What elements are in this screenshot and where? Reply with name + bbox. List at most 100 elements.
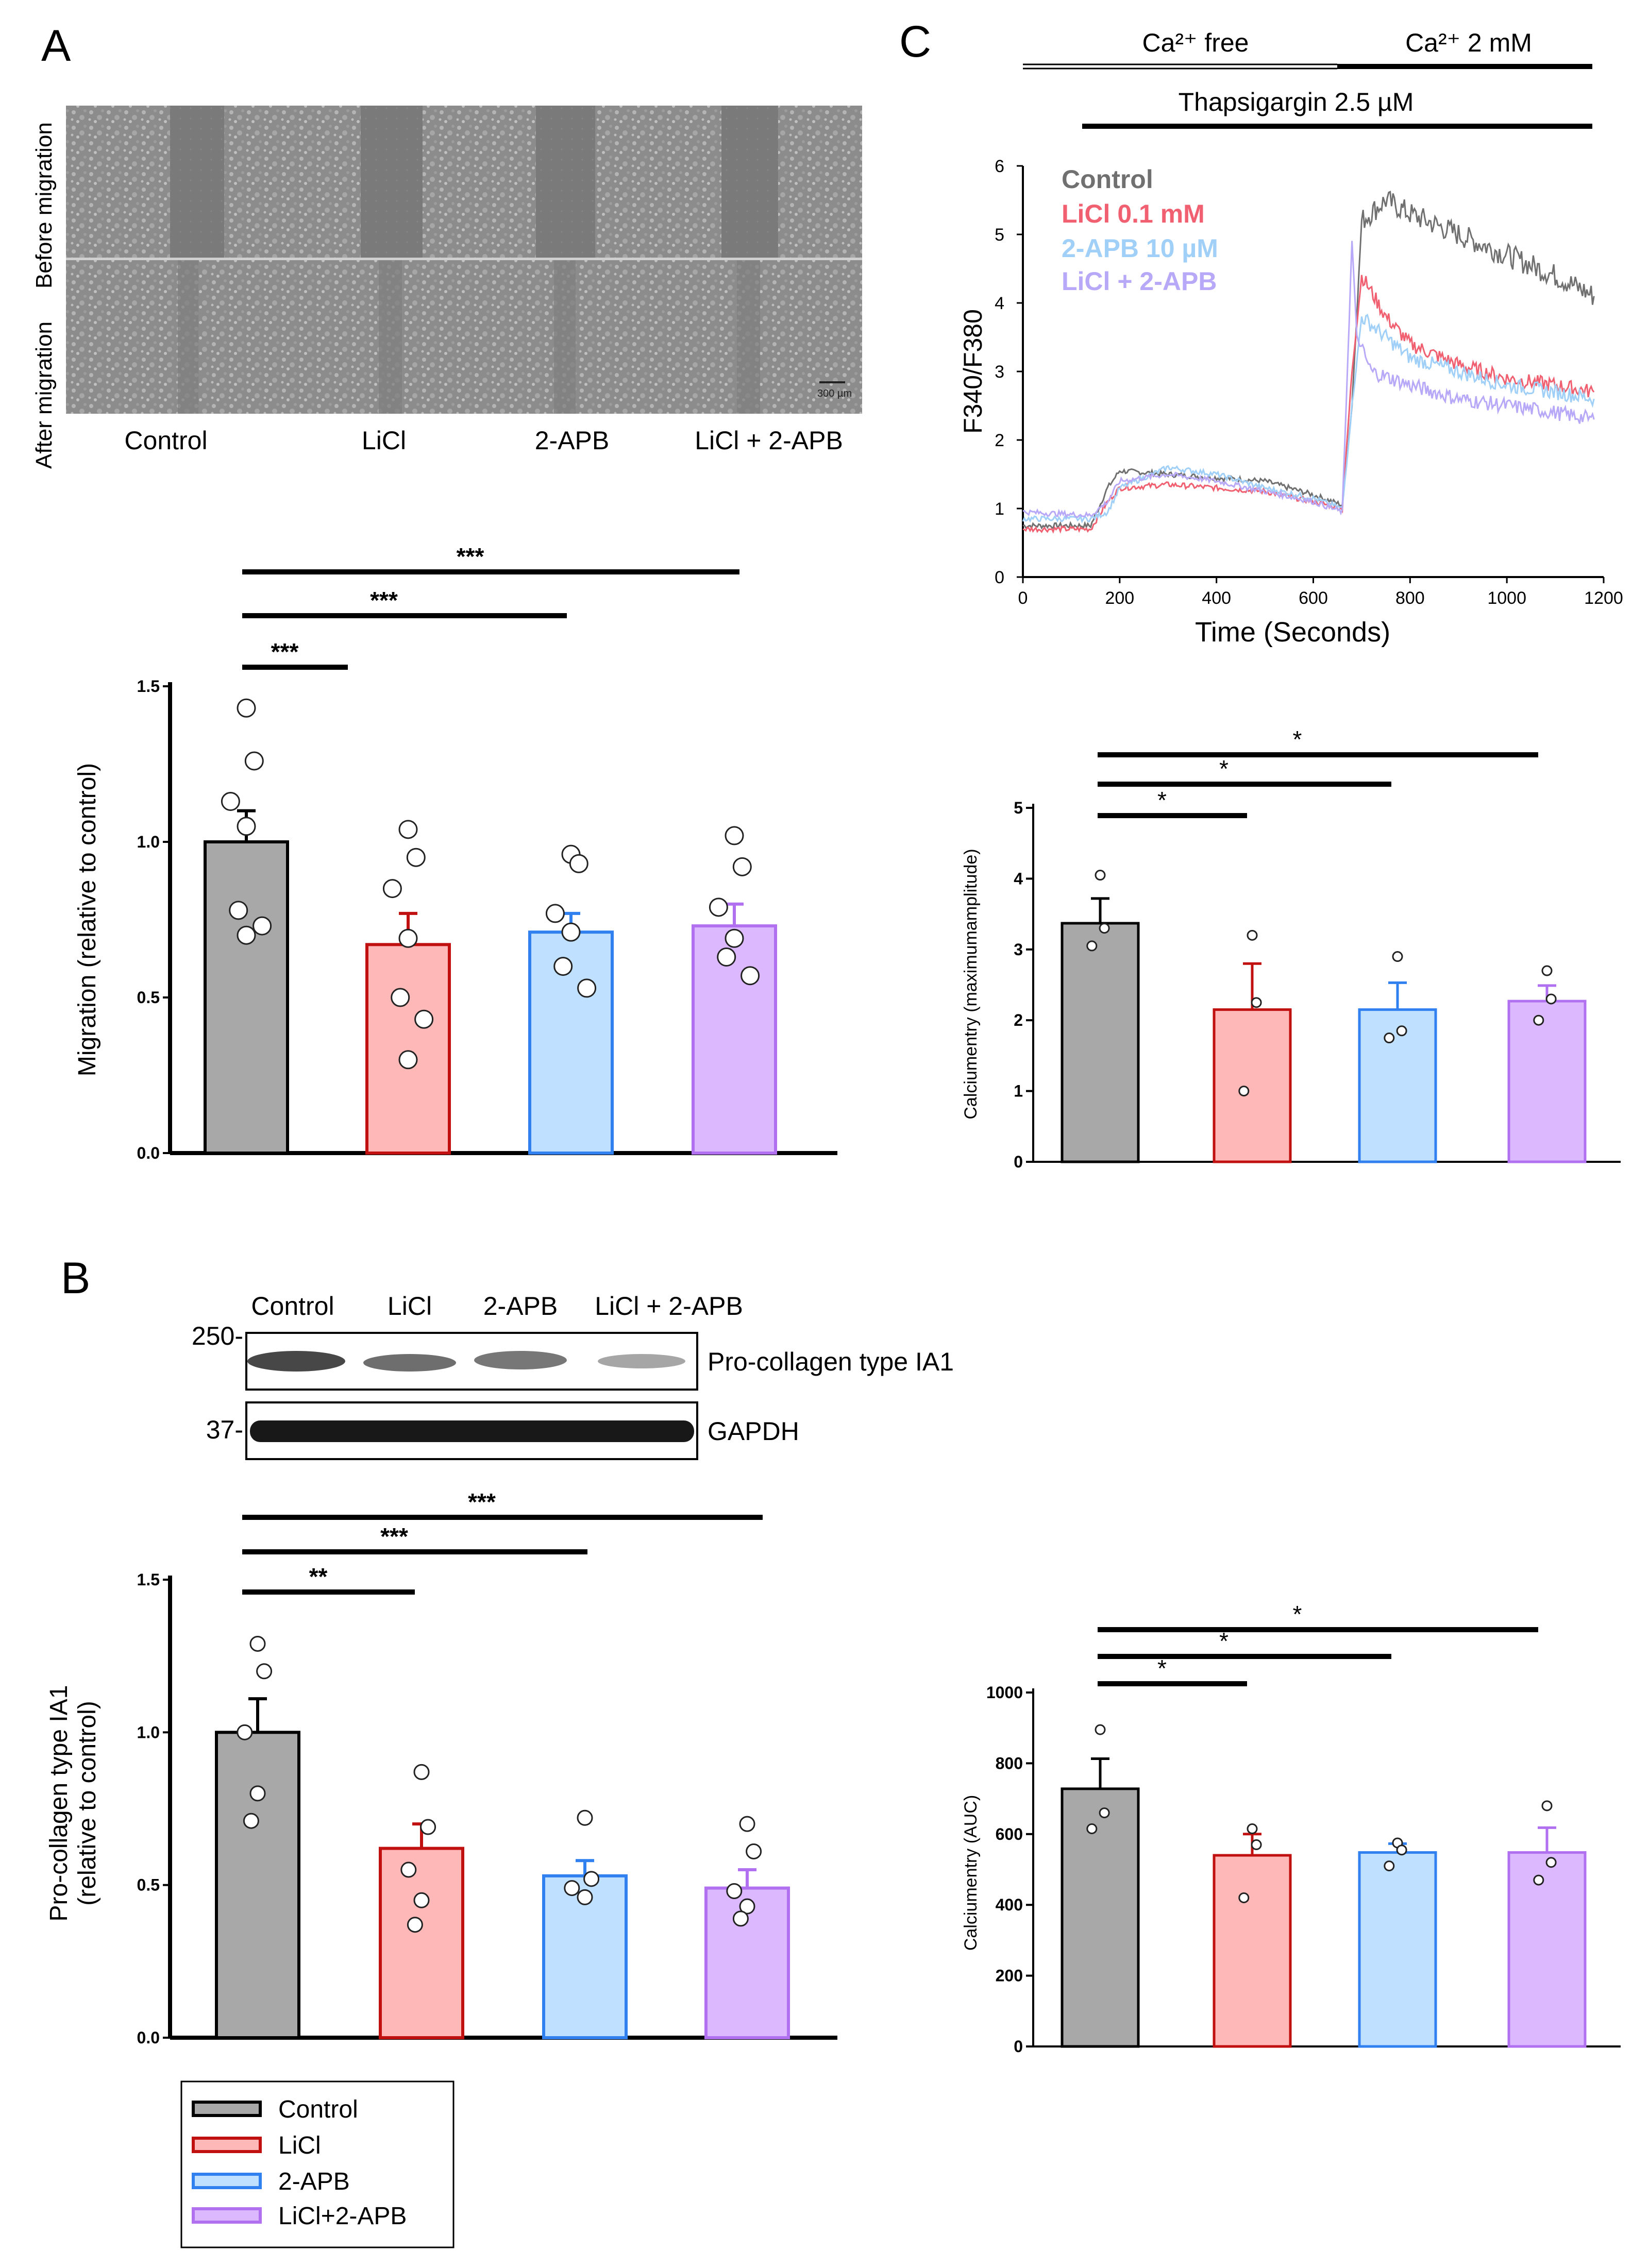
data-point xyxy=(739,1898,755,1915)
trace-legend-combo: LiCl + 2-APB xyxy=(1062,267,1217,296)
significance-label: * xyxy=(1219,1628,1229,1654)
gapdh-band xyxy=(250,1420,694,1442)
y-tick-label: 5 xyxy=(1014,799,1023,817)
data-point xyxy=(1099,923,1110,934)
x-tick-label: 1000 xyxy=(1487,588,1526,608)
x-tick-label: 800 xyxy=(1395,588,1425,608)
data-point xyxy=(253,916,272,936)
data-point xyxy=(717,947,736,967)
blot-column-control: Control xyxy=(251,1292,334,1321)
data-point xyxy=(237,1724,253,1740)
data-point xyxy=(1384,1860,1395,1872)
data-point xyxy=(726,1883,743,1900)
data-point xyxy=(1251,997,1262,1008)
data-point xyxy=(1545,1857,1557,1868)
data-point xyxy=(1392,951,1403,962)
data-point xyxy=(398,928,418,948)
migration-bar-chart: 0.0 0.5 1.0 1.5 Migration (relative to contr… xyxy=(74,543,837,1162)
significance-label: * xyxy=(1293,1601,1302,1628)
blot-column-licl: LiCl xyxy=(388,1292,432,1321)
protocol-ca-2mm: Ca²⁺ 2 mM xyxy=(1405,28,1532,57)
y-tick-label: 2 xyxy=(995,431,1004,450)
bar-control xyxy=(204,840,289,1155)
data-point xyxy=(545,904,565,923)
x-tick-label: 600 xyxy=(1299,588,1328,608)
data-point xyxy=(229,901,248,920)
bar-apb xyxy=(1358,1851,1437,2048)
data-point xyxy=(413,1764,430,1780)
y-axis-label: F340/F380 xyxy=(958,309,987,434)
data-point xyxy=(1541,1800,1553,1812)
y-tick-label: 0 xyxy=(995,568,1004,587)
data-point xyxy=(561,922,581,942)
micrograph-label-licl-2apb: LiCl + 2-APB xyxy=(695,426,843,455)
trace-apb xyxy=(1022,313,1595,523)
y-tick-label: 0.0 xyxy=(137,1144,160,1162)
scale-bar-label: 300 µm xyxy=(817,388,852,399)
data-point xyxy=(577,1889,593,1905)
legend-swatch-apb xyxy=(192,2173,262,2189)
data-point xyxy=(420,1819,436,1835)
data-point xyxy=(249,1785,266,1802)
micrograph-label-2apb: 2-APB xyxy=(535,426,610,455)
data-point xyxy=(406,848,426,867)
procollagen-bar-chart: 0.0 0.5 1.0 1.5 Pro-collagen type IA1 (relati… xyxy=(45,1488,837,2047)
data-point xyxy=(741,966,760,986)
data-point xyxy=(1238,1086,1250,1097)
data-point xyxy=(237,925,256,945)
y-tick-label: 200 xyxy=(996,1967,1023,1985)
calcium-auc-bar-chart: 0 200 400 600 800 1000 Calciumentry (AUC) * * * xyxy=(961,1601,1621,2056)
y-axis-label: Calciumentry (AUC) xyxy=(961,1795,981,1951)
data-point xyxy=(1238,1892,1250,1903)
data-point xyxy=(1541,965,1553,976)
panel-label-b: B xyxy=(61,1254,90,1303)
data-point xyxy=(1247,929,1258,941)
significance-label: * xyxy=(1157,787,1167,814)
y-tick-label: 0 xyxy=(1014,2037,1023,2056)
significance-label: * xyxy=(1293,726,1302,753)
data-point xyxy=(709,898,728,917)
y-tick-label: 1000 xyxy=(986,1683,1023,1702)
y-tick-label: 0.0 xyxy=(137,2028,160,2047)
bar-licl xyxy=(365,943,451,1155)
significance-label: *** xyxy=(380,1523,408,1550)
data-point xyxy=(725,928,744,948)
bar-combo xyxy=(1507,1000,1587,1163)
bar-combo xyxy=(692,924,777,1155)
legend-label-apb: 2-APB xyxy=(278,2168,350,2195)
y-tick-label: 4 xyxy=(995,294,1004,313)
bar-licl xyxy=(1213,1854,1292,2048)
data-point xyxy=(407,1917,423,1933)
data-point xyxy=(1095,1724,1106,1735)
protocol-bars: Ca²⁺ free Ca²⁺ 2 mM Thapsigargin 2.5 µM xyxy=(1023,28,1592,129)
data-point xyxy=(583,1871,600,1887)
bar-control xyxy=(1061,922,1140,1163)
trace-legend-control: Control xyxy=(1062,165,1153,194)
data-point xyxy=(553,957,573,976)
y-tick-label: 0 xyxy=(1014,1153,1023,1171)
calcium-amplitude-bar-chart: 0 1 2 3 4 5 Calciumentry (maximumamplitude) * * * xyxy=(961,726,1621,1171)
data-point xyxy=(413,1892,430,1908)
y-tick-label: 3 xyxy=(1014,940,1023,959)
trace-legend-apb: 2-APB 10 µM xyxy=(1062,234,1218,263)
data-point xyxy=(237,817,256,836)
data-point xyxy=(1247,1823,1258,1834)
data-point xyxy=(1099,1807,1110,1819)
y-tick-label: 1.5 xyxy=(137,1570,160,1589)
band-label-gapdh: GAPDH xyxy=(708,1417,799,1446)
bar-licl xyxy=(379,1847,464,2039)
data-point xyxy=(732,857,752,876)
calcium-trace-chart: 0 200 400 600 800 1000 1200 0 1 2 3 4 5 6 Time (Second… xyxy=(958,157,1623,648)
micrograph-label-licl: LiCl xyxy=(362,426,406,455)
procollagen-band xyxy=(363,1354,456,1372)
data-point xyxy=(1396,1025,1407,1037)
bar-licl xyxy=(1213,1008,1292,1163)
data-point xyxy=(244,751,264,771)
significance-label: * xyxy=(1219,755,1229,782)
y-tick-label: 1 xyxy=(1014,1082,1023,1101)
y-tick-label: 1.5 xyxy=(137,677,160,696)
trace-legend-licl: LiCl 0.1 mM xyxy=(1062,199,1205,228)
y-axis-label: Migration (relative to control) xyxy=(74,763,101,1076)
legend-swatch-licl xyxy=(192,2137,262,2153)
data-point xyxy=(382,879,402,899)
